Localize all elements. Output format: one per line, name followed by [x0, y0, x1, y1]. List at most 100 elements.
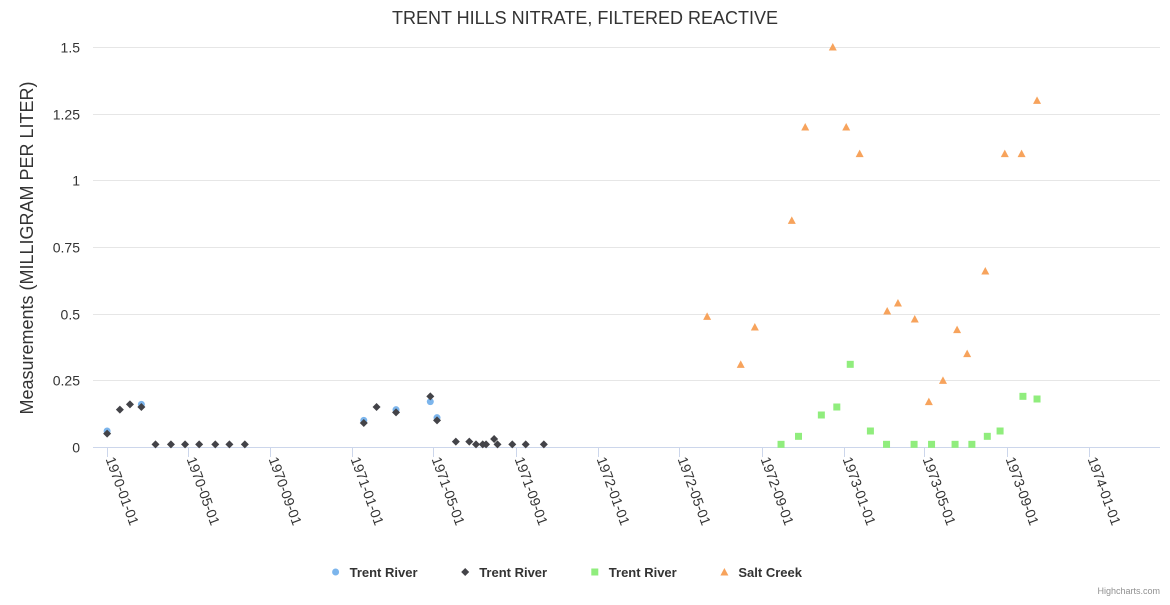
data-point [493, 440, 502, 449]
data-point [240, 440, 249, 449]
data-point [521, 440, 530, 449]
grid-lines [93, 47, 1160, 448]
data-point [893, 299, 902, 307]
data-point [910, 440, 918, 448]
y-tick-label: 1.25 [53, 107, 80, 123]
x-tick-label: 1973-05-01 [920, 455, 960, 528]
data-point [181, 440, 190, 449]
data-point [137, 403, 146, 411]
data-point [1033, 395, 1041, 403]
x-tick-label: 1971-09-01 [512, 455, 552, 528]
data-point [372, 403, 381, 411]
data-point [451, 437, 460, 446]
data-point [983, 432, 991, 440]
legend-symbol [720, 568, 729, 576]
legend: Trent River Trent River Trent River Salt Cr… [332, 565, 803, 580]
y-axis-title: Measurements (MILLIGRAM PER LITER) [17, 81, 37, 414]
data-points [103, 43, 1042, 449]
data-point [996, 427, 1004, 435]
legend-item-1[interactable]: Trent River [461, 565, 547, 580]
data-point [777, 440, 785, 448]
y-tick-label: 0 [72, 440, 80, 456]
x-tick-label: 1970-05-01 [184, 455, 224, 528]
data-point [433, 416, 442, 425]
y-tick-label: 0.25 [53, 373, 80, 389]
legend-label: Trent River [479, 565, 547, 580]
data-point [833, 403, 841, 411]
data-point [508, 440, 517, 449]
data-point [828, 43, 837, 51]
data-point [471, 440, 480, 449]
series-3 [703, 43, 1042, 406]
data-point [801, 123, 810, 131]
data-point [787, 216, 796, 224]
data-point [817, 411, 825, 419]
data-point [539, 440, 548, 449]
series-1 [103, 392, 548, 449]
data-point [115, 405, 124, 414]
legend-label: Trent River [350, 565, 418, 580]
legend-symbol [332, 568, 340, 576]
legend-item-2[interactable]: Trent River [591, 565, 677, 580]
credits-link[interactable]: Highcharts.com [1097, 586, 1160, 596]
data-point [490, 435, 499, 443]
data-point [963, 349, 972, 358]
data-point [426, 392, 435, 401]
data-point [103, 429, 112, 438]
series-0 [103, 398, 441, 435]
legend-item-3[interactable]: Salt Creek [720, 565, 803, 580]
data-point [750, 323, 759, 331]
series-2 [777, 360, 1041, 448]
data-point [392, 408, 401, 417]
data-point [855, 149, 864, 158]
data-point [928, 440, 936, 448]
data-point [795, 432, 803, 440]
data-point [842, 123, 851, 131]
data-point [938, 376, 947, 384]
data-point [968, 440, 976, 448]
data-point [1019, 392, 1027, 400]
data-point [866, 427, 874, 435]
legend-label: Trent River [609, 565, 677, 580]
data-point [1000, 149, 1009, 158]
data-point [981, 267, 990, 275]
legend-label: Salt Creek [738, 565, 802, 580]
data-point [1017, 149, 1026, 158]
data-point [910, 315, 919, 323]
data-point [924, 397, 933, 406]
data-point [1033, 96, 1042, 104]
data-point [953, 325, 962, 334]
chart-title: TRENT HILLS NITRATE, FILTERED REACTIVE [392, 8, 778, 28]
x-tick-label: 1973-01-01 [840, 455, 880, 528]
data-point [883, 440, 891, 448]
data-point [359, 419, 368, 427]
data-point [736, 360, 745, 368]
data-point [225, 440, 234, 449]
x-tick-label: 1971-01-01 [348, 455, 388, 528]
data-point [426, 398, 434, 406]
data-point [951, 440, 959, 448]
y-tick-label: 0.75 [53, 240, 80, 256]
data-point [883, 307, 892, 315]
data-point [195, 440, 204, 449]
data-point [211, 440, 220, 449]
data-point [151, 440, 160, 449]
data-point [703, 312, 712, 320]
y-tick-label: 1.5 [61, 40, 81, 56]
legend-symbol [461, 568, 470, 576]
x-tick-label: 1970-01-01 [103, 455, 143, 528]
x-tick-label: 1972-09-01 [758, 455, 798, 528]
data-point [846, 360, 854, 368]
x-tick-label: 1972-05-01 [675, 455, 715, 528]
x-tick-label: 1972-01-01 [594, 455, 634, 528]
data-point [465, 437, 474, 446]
legend-symbol [591, 568, 599, 576]
x-axis-ticks: 1970-01-01 1970-05-01 1970-09-01 1971-01-01… [103, 447, 1124, 528]
y-tick-label: 1 [72, 173, 80, 189]
x-tick-label: 1973-09-01 [1003, 455, 1043, 528]
data-point [125, 400, 134, 409]
y-axis-ticks: 0 0.25 0.5 0.75 1 1.25 1.5 [53, 40, 80, 456]
legend-item-0[interactable]: Trent River [332, 565, 418, 580]
